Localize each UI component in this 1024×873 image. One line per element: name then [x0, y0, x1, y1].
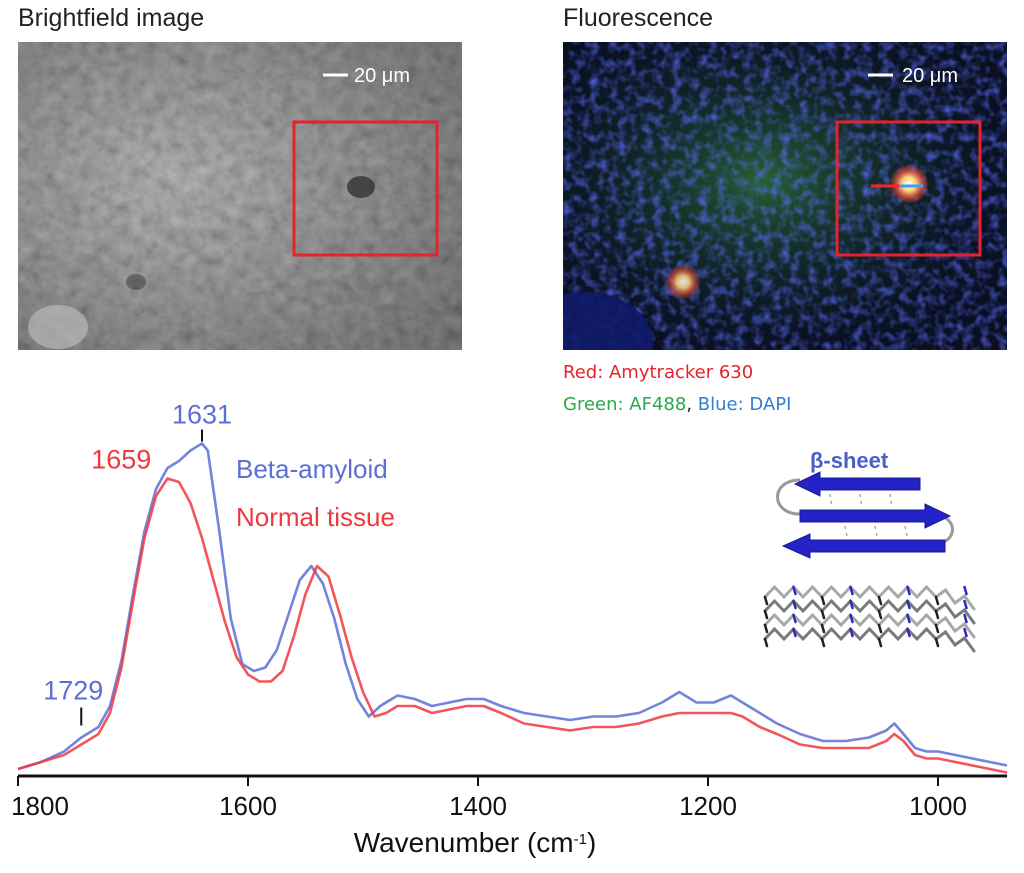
stick-atom: [906, 613, 911, 624]
stain-legend-separator: ,: [686, 394, 698, 415]
fluorescence-image: 20 μm: [563, 42, 1007, 350]
stick-atom: [792, 599, 797, 610]
series-line-beta-amyloid: [17, 442, 1008, 771]
stick-atom: [763, 623, 769, 634]
stick-atom: [849, 599, 854, 610]
stick-atom: [792, 613, 797, 624]
peak-label: 1729: [43, 676, 103, 706]
stick-atom: [763, 609, 769, 620]
brightfield-roi-box: [292, 120, 439, 257]
stain-legend-green: Green: AF488: [563, 394, 687, 415]
stick-atom: [934, 609, 940, 620]
fluorescence-title: Fluorescence: [563, 4, 714, 32]
stick-atom: [820, 623, 826, 634]
stick-atom: [934, 637, 940, 648]
stick-atom: [906, 585, 911, 596]
x-tick-label: 1200: [679, 791, 737, 821]
legend-normal-tissue: Normal tissue: [236, 502, 395, 532]
stick-atom: [820, 595, 826, 606]
series-line-normal-tissue: [17, 477, 1008, 774]
stain-legend-red: Red: Amytracker 630: [563, 362, 754, 383]
beta-sheet-label: β-sheet: [810, 448, 889, 473]
x-axis-label: Wavenumber (cm-1): [354, 827, 597, 858]
legend-beta-amyloid: Beta-amyloid: [236, 454, 388, 484]
stick-atom: [963, 613, 968, 624]
stick-atom: [963, 599, 968, 610]
stick-atom: [849, 627, 854, 638]
stick-backbone: [763, 598, 976, 625]
stick-atom: [820, 609, 826, 620]
stick-atom: [849, 585, 854, 596]
x-tick-label: 1800: [11, 791, 69, 821]
stain-legend-blue: Blue: DAPI: [697, 394, 792, 415]
brightfield-image: 20 μm: [18, 42, 462, 350]
stick-atom: [820, 637, 826, 648]
brightfield-title: Brightfield image: [18, 4, 205, 32]
stick-atom: [877, 609, 883, 620]
stick-backbone: [763, 626, 976, 653]
stick-atom: [963, 585, 968, 596]
beta-strand-arrow: [793, 471, 921, 497]
stick-atom: [792, 627, 797, 638]
stick-atom: [849, 613, 854, 624]
stick-atom: [906, 627, 911, 638]
brightfield-scale-label: 20 μm: [354, 65, 410, 87]
stick-atom: [963, 627, 968, 638]
stick-atom: [934, 595, 940, 606]
beta-strand-arrow: [799, 503, 952, 529]
peak-label: 1659: [91, 444, 151, 474]
x-tick-label: 1000: [909, 791, 967, 821]
stick-backbone: [763, 612, 976, 639]
atomic-stick-model: [763, 584, 976, 653]
stick-backbone: [763, 584, 976, 611]
stick-atom: [906, 599, 911, 610]
brightfield-plaque: [347, 176, 375, 198]
x-tick-label: 1400: [449, 791, 507, 821]
stick-atom: [763, 595, 769, 606]
stick-atom: [877, 637, 883, 648]
fluorescence-scale-label: 20 μm: [902, 65, 958, 87]
peak-label: 1631: [172, 400, 232, 430]
stick-atom: [763, 637, 769, 648]
stick-atom: [877, 623, 883, 634]
stick-atom: [934, 623, 940, 634]
stick-atom: [877, 595, 883, 606]
stick-atom: [792, 585, 797, 596]
fluorescence-roi-box: [835, 120, 982, 257]
stain-legend-row: Green: AF488, Blue: DAPI: [563, 394, 791, 415]
x-tick-label: 1600: [219, 791, 277, 821]
beta-sheet-illustration: β-sheet: [763, 448, 976, 653]
beta-strand-arrow: [781, 533, 946, 559]
fluorescence-plaque: [889, 164, 929, 204]
